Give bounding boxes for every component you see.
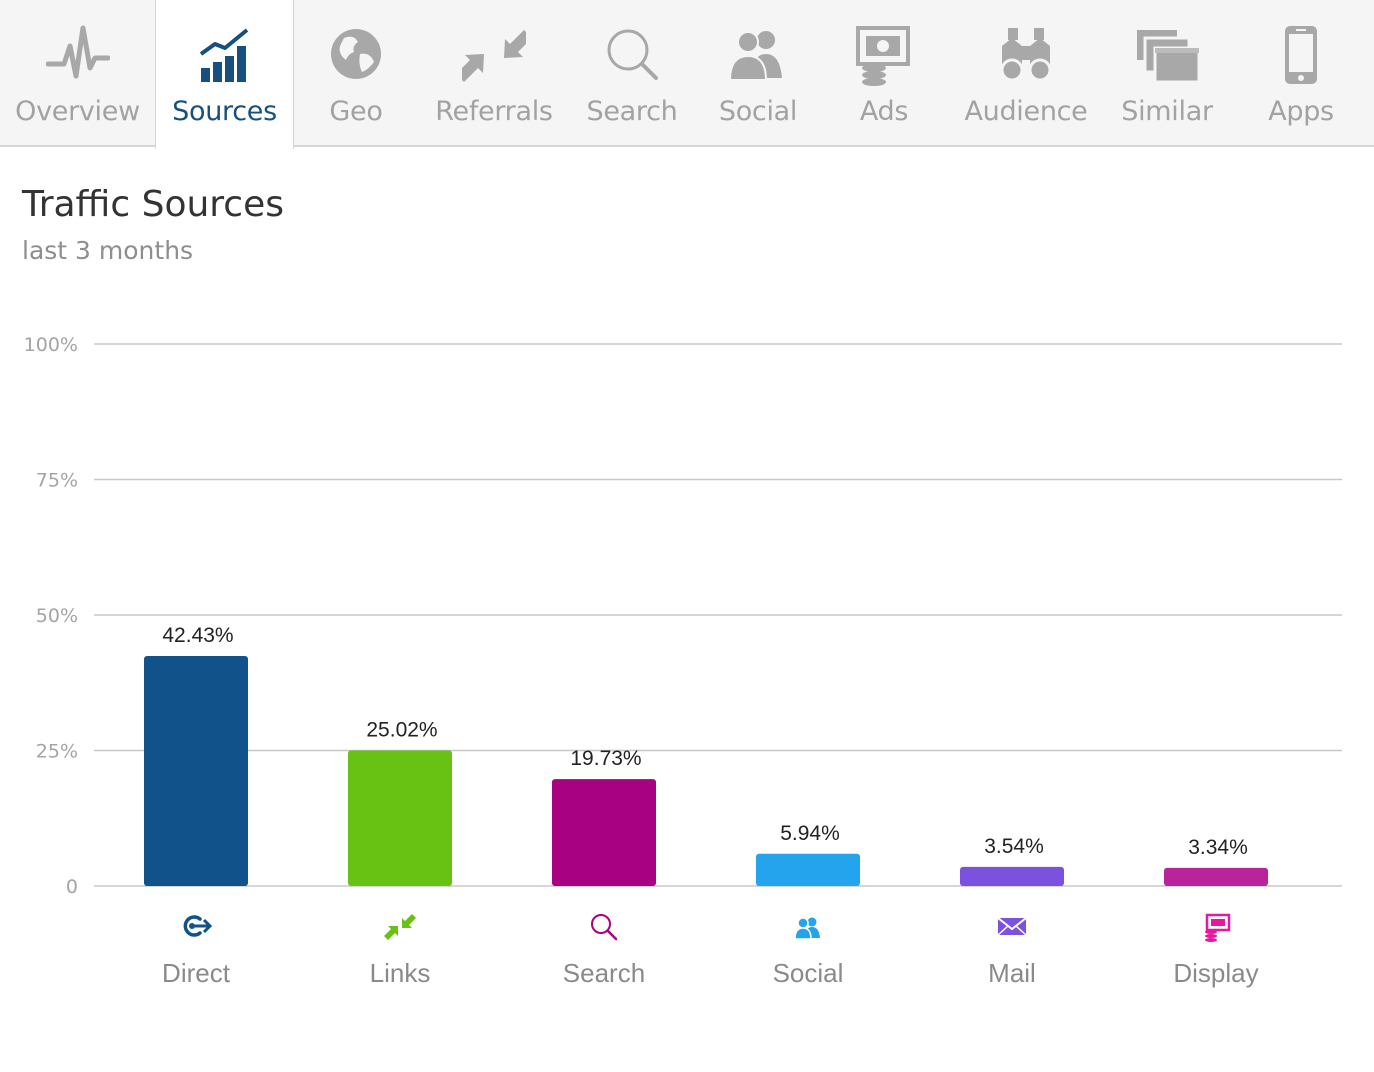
globe-icon [331, 29, 381, 79]
category-label: Links [369, 958, 431, 988]
users-icon [728, 31, 782, 81]
data-label: 19.73% [570, 747, 641, 770]
arrows-icon [462, 30, 526, 82]
category-direct[interactable]: Direct [116, 908, 276, 989]
category-links[interactable]: Links [320, 908, 480, 989]
tab-label: Ads [859, 96, 909, 127]
data-label: 42.43% [162, 624, 233, 647]
tab-similar[interactable]: Similar [1106, 0, 1228, 147]
tab-sources[interactable]: Sources [155, 0, 294, 149]
phone-icon [1285, 26, 1317, 84]
y-tick-label: 100% [24, 334, 78, 356]
category-mail[interactable]: Mail [932, 908, 1092, 989]
data-label: 25.02% [366, 718, 437, 741]
category-social[interactable]: Social [728, 908, 888, 989]
category-display[interactable]: Display [1136, 908, 1296, 989]
category-label: Direct [162, 958, 230, 988]
display-icon [1205, 913, 1231, 942]
direct-icon [183, 915, 213, 937]
data-label: 5.94% [780, 822, 840, 845]
bar-links [348, 750, 452, 886]
tab-social[interactable]: Social [694, 0, 822, 147]
magnifier-icon [607, 29, 658, 80]
tab-audience[interactable]: Audience [946, 0, 1106, 147]
mail-icon [997, 917, 1027, 936]
tab-label: Geo [329, 96, 383, 127]
tab-referrals[interactable]: Referrals [418, 0, 570, 147]
tab-apps[interactable]: Apps [1228, 0, 1374, 147]
tab-label: Overview [15, 96, 140, 127]
y-tick-label: 50% [36, 605, 78, 627]
y-tick-label: 0 [66, 876, 78, 898]
heartbeat-icon [45, 25, 110, 79]
bar-chart-icon [199, 28, 248, 82]
y-tick-label: 75% [36, 470, 78, 492]
search-icon [591, 914, 618, 941]
bar-search [552, 779, 656, 886]
page-title: Traffic Sources [22, 184, 285, 225]
tab-label: Audience [964, 96, 1088, 127]
data-label: 3.34% [1188, 836, 1248, 859]
tab-geo[interactable]: Geo [294, 0, 418, 147]
tab-search[interactable]: Search [570, 0, 694, 147]
bar-direct [144, 656, 248, 886]
windows-icon [1137, 30, 1199, 84]
section-tabbar: Overview Sources Geo Referrals Searc [0, 0, 1374, 149]
tab-overview[interactable]: Overview [0, 0, 155, 147]
bar-social [756, 853, 860, 886]
category-label: Mail [988, 958, 1036, 988]
social-icon [794, 917, 820, 940]
tab-label: Social [718, 96, 798, 127]
bar-mail [960, 866, 1064, 886]
y-tick-label: 25% [36, 741, 78, 763]
tab-ads[interactable]: Ads [822, 0, 946, 147]
ads-icon [856, 26, 910, 86]
tab-label: Sources [172, 96, 277, 127]
traffic-sources-bar-chart: 0 25% 50% 75% 100% 42.43% 25.02% 19.73% 5.94% 3.5… [24, 334, 1342, 898]
page-subtitle: last 3 months [22, 236, 194, 265]
category-label: Search [562, 958, 646, 988]
category-search[interactable]: Search [524, 908, 684, 989]
bar-display [1164, 867, 1268, 886]
category-label: Social [772, 958, 844, 988]
binoculars-icon [1000, 28, 1052, 82]
links-icon [384, 914, 416, 940]
tab-label: Apps [1268, 96, 1334, 127]
category-label: Display [1173, 958, 1259, 988]
data-label: 3.54% [984, 835, 1044, 858]
tab-label: Similar [1121, 96, 1213, 127]
tab-label: Referrals [435, 96, 553, 127]
tab-label: Search [586, 96, 678, 127]
